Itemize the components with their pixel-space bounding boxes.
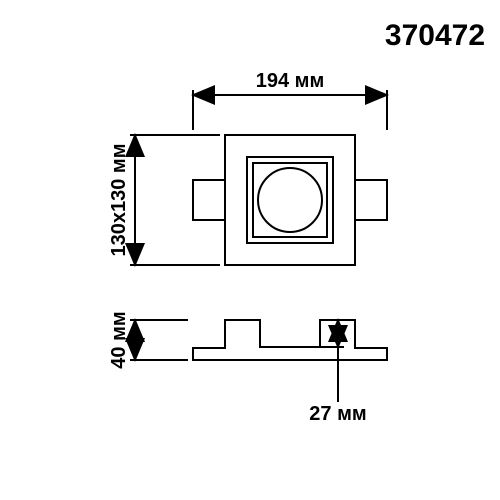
plan-outer xyxy=(225,135,355,265)
sku-label: 370472 xyxy=(385,19,485,52)
dim-plan-size-label: 130x130 мм xyxy=(108,143,130,256)
dim-depth-label: 27 мм xyxy=(309,403,366,425)
section-outline xyxy=(193,320,387,360)
plan-inset-1 xyxy=(247,157,333,243)
plan-view xyxy=(193,135,387,265)
plan-circle xyxy=(258,168,322,232)
section-view xyxy=(193,320,387,360)
dimensions: 194 мм 130x130 мм 40 мм 27 мм xyxy=(108,70,387,425)
plan-inset-2 xyxy=(253,163,327,237)
dim-width-label: 194 мм xyxy=(256,70,325,92)
plan-tab-right xyxy=(355,180,387,220)
plan-tab-left xyxy=(193,180,225,220)
dim-height-label: 40 мм xyxy=(108,311,130,368)
